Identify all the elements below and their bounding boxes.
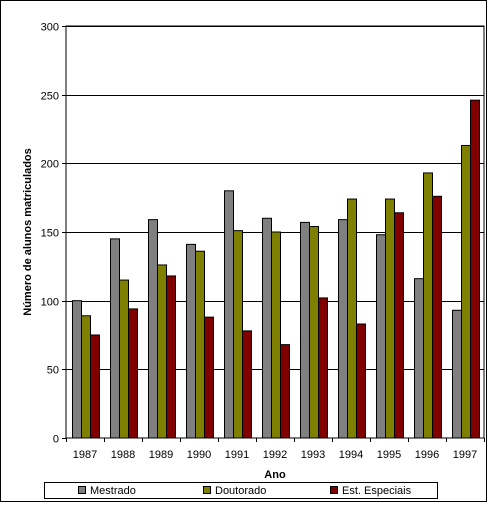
bar-est-especiais-1991 — [242, 330, 252, 439]
bar-doutorado-1992 — [271, 231, 281, 439]
bar-mestrado-1997 — [452, 309, 462, 439]
bar-doutorado-1994 — [347, 198, 357, 439]
legend: Mestrado Doutorado Est. Especiais — [44, 482, 438, 499]
y-tick-label: 300 — [41, 22, 59, 34]
x-tick-label: 1990 — [187, 449, 211, 461]
legend-label: Mestrado — [90, 485, 136, 497]
bar-mestrado-1993 — [300, 221, 310, 439]
bar-doutorado-1993 — [309, 226, 319, 439]
bar-mestrado-1995 — [376, 234, 386, 439]
bar-est-especiais-1996 — [432, 195, 442, 439]
y-tick-label: 200 — [41, 159, 59, 171]
x-axis-ticks: 1987 1988 1989 1990 1991 1992 1993 1994 1995 1996… — [66, 438, 485, 461]
legend-box — [44, 482, 438, 499]
bar-mestrado-1989 — [148, 219, 158, 439]
bar-doutorado-1987 — [81, 315, 91, 439]
y-axis-ticks: 0 50 100 150 200 250 300 — [41, 22, 66, 446]
bar-doutorado-1989 — [157, 264, 167, 439]
bar-est-especiais-1988 — [128, 308, 138, 439]
bar-doutorado-1996 — [423, 172, 433, 439]
legend-label: Est. Especiais — [342, 485, 412, 497]
bar-est-especiais-1990 — [204, 316, 214, 439]
bar-mestrado-1991 — [224, 190, 234, 439]
y-tick-label: 50 — [47, 365, 59, 377]
bar-est-especiais-1995 — [394, 212, 404, 439]
bar-mestrado-1994 — [338, 219, 348, 439]
legend-swatch — [78, 486, 86, 494]
bar-est-especiais-1989 — [166, 275, 176, 439]
x-tick-label: 1993 — [301, 449, 325, 461]
y-tick-label: 0 — [53, 434, 59, 446]
bar-doutorado-1997 — [461, 144, 471, 439]
x-tick-label: 1992 — [263, 449, 287, 461]
x-tick-label: 1995 — [377, 449, 401, 461]
bar-mestrado-1990 — [186, 243, 196, 439]
x-axis-label: Ano — [264, 469, 286, 481]
x-tick-label: 1991 — [225, 449, 249, 461]
bar-doutorado-1988 — [119, 279, 129, 439]
bar-est-especiais-1992 — [280, 344, 290, 439]
y-tick-label: 150 — [41, 228, 59, 240]
bar-est-especiais-1987 — [90, 334, 100, 439]
y-tick-label: 100 — [41, 297, 59, 309]
x-tick-label: 1994 — [339, 449, 363, 461]
bar-mestrado-1988 — [110, 238, 120, 439]
bar-est-especiais-1993 — [318, 297, 328, 439]
x-tick-label: 1996 — [415, 449, 439, 461]
y-axis-label: Número de alunos matriculados — [22, 148, 34, 315]
bar-doutorado-1990 — [195, 250, 205, 439]
bars — [72, 99, 480, 439]
bar-mestrado-1987 — [72, 300, 82, 439]
bar-doutorado-1995 — [385, 198, 395, 439]
x-tick-label: 1987 — [73, 449, 97, 461]
x-tick-label: 1988 — [111, 449, 135, 461]
x-tick-label: 1997 — [453, 449, 477, 461]
x-tick-label: 1989 — [149, 449, 173, 461]
legend-label: Doutorado — [215, 485, 266, 497]
bar-mestrado-1996 — [414, 278, 424, 439]
y-tick-label: 250 — [41, 91, 59, 103]
bar-est-especiais-1994 — [356, 323, 366, 439]
legend-swatch — [203, 486, 211, 494]
bar-doutorado-1991 — [233, 230, 243, 439]
legend-swatch — [330, 486, 338, 494]
bar-mestrado-1992 — [262, 217, 272, 439]
bar-est-especiais-1997 — [470, 99, 480, 439]
